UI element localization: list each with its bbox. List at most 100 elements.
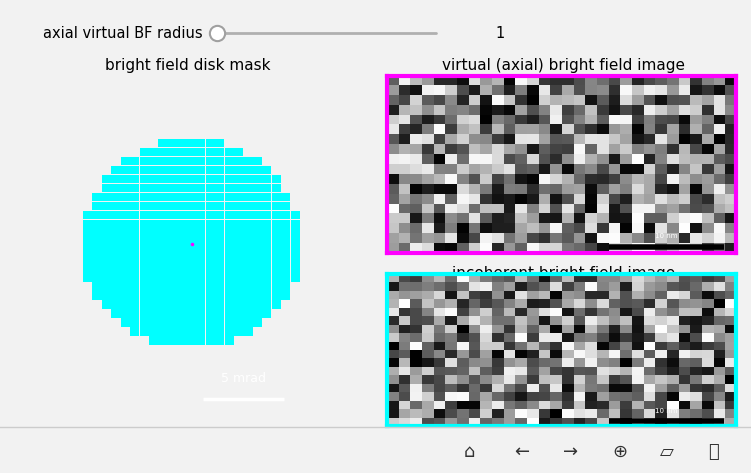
Bar <box>225 148 234 157</box>
Bar <box>225 210 234 219</box>
Bar <box>243 175 252 184</box>
Bar <box>187 327 196 336</box>
Bar <box>234 282 243 291</box>
Bar <box>111 291 120 300</box>
Bar <box>111 282 120 291</box>
Bar <box>206 210 215 219</box>
Text: bright field disk mask: bright field disk mask <box>105 58 270 73</box>
Bar <box>253 246 262 255</box>
Bar <box>281 255 291 264</box>
Bar <box>140 184 149 193</box>
Bar <box>111 184 120 193</box>
Bar <box>111 273 120 282</box>
Bar <box>187 246 196 255</box>
Bar <box>291 219 300 228</box>
Bar <box>177 282 186 291</box>
Bar <box>177 237 186 246</box>
Bar <box>196 291 206 300</box>
Bar <box>140 255 149 264</box>
Bar <box>168 228 177 237</box>
Bar <box>187 228 196 237</box>
Bar <box>158 255 167 264</box>
Bar <box>92 246 101 255</box>
Bar <box>158 282 167 291</box>
Bar <box>140 219 149 228</box>
Bar <box>158 336 167 345</box>
Bar <box>206 228 215 237</box>
Bar <box>262 237 271 246</box>
Bar <box>158 219 167 228</box>
Bar <box>83 273 92 282</box>
Bar <box>102 210 111 219</box>
Bar <box>149 210 158 219</box>
Bar <box>187 201 196 210</box>
Bar <box>196 157 206 166</box>
Text: →: → <box>563 443 578 461</box>
Bar <box>215 193 225 201</box>
Text: 🖫: 🖫 <box>708 443 719 461</box>
Bar <box>206 318 215 327</box>
Bar <box>243 264 252 273</box>
Bar <box>158 210 167 219</box>
Bar <box>234 264 243 273</box>
Bar <box>187 139 196 148</box>
Bar <box>225 201 234 210</box>
Bar <box>262 201 271 210</box>
Bar <box>130 157 140 166</box>
Bar <box>111 219 120 228</box>
Bar <box>158 291 167 300</box>
Bar <box>177 210 186 219</box>
Bar <box>177 193 186 201</box>
Bar <box>102 246 111 255</box>
Bar <box>225 157 234 166</box>
Bar <box>158 327 167 336</box>
Bar <box>262 219 271 228</box>
Bar <box>281 210 291 219</box>
Bar <box>215 219 225 228</box>
Bar <box>272 300 281 309</box>
Bar <box>177 166 186 175</box>
Bar <box>243 327 252 336</box>
Bar <box>83 246 92 255</box>
Bar <box>196 309 206 318</box>
Bar <box>92 273 101 282</box>
Bar <box>196 246 206 255</box>
Bar <box>253 175 262 184</box>
Bar <box>243 184 252 193</box>
Bar <box>243 309 252 318</box>
Bar <box>253 318 262 327</box>
Bar <box>272 246 281 255</box>
Bar <box>291 210 300 219</box>
Bar <box>234 219 243 228</box>
Bar <box>149 157 158 166</box>
Bar <box>83 255 92 264</box>
Bar <box>272 264 281 273</box>
Bar <box>102 237 111 246</box>
Bar <box>187 300 196 309</box>
Bar <box>149 201 158 210</box>
Bar <box>206 148 215 157</box>
Bar <box>215 291 225 300</box>
Bar <box>177 139 186 148</box>
Bar <box>234 184 243 193</box>
Bar <box>243 255 252 264</box>
Bar <box>187 219 196 228</box>
Bar <box>168 327 177 336</box>
Bar <box>253 309 262 318</box>
Bar <box>272 184 281 193</box>
Bar <box>149 255 158 264</box>
Bar <box>206 273 215 282</box>
Bar <box>111 309 120 318</box>
Bar <box>196 193 206 201</box>
Bar <box>243 166 252 175</box>
Bar <box>206 237 215 246</box>
Bar <box>225 273 234 282</box>
Bar <box>177 148 186 157</box>
Bar <box>140 201 149 210</box>
Bar <box>130 255 140 264</box>
Bar <box>253 157 262 166</box>
Bar <box>158 139 167 148</box>
Bar <box>149 327 158 336</box>
Bar <box>225 264 234 273</box>
Text: ←: ← <box>514 443 529 461</box>
